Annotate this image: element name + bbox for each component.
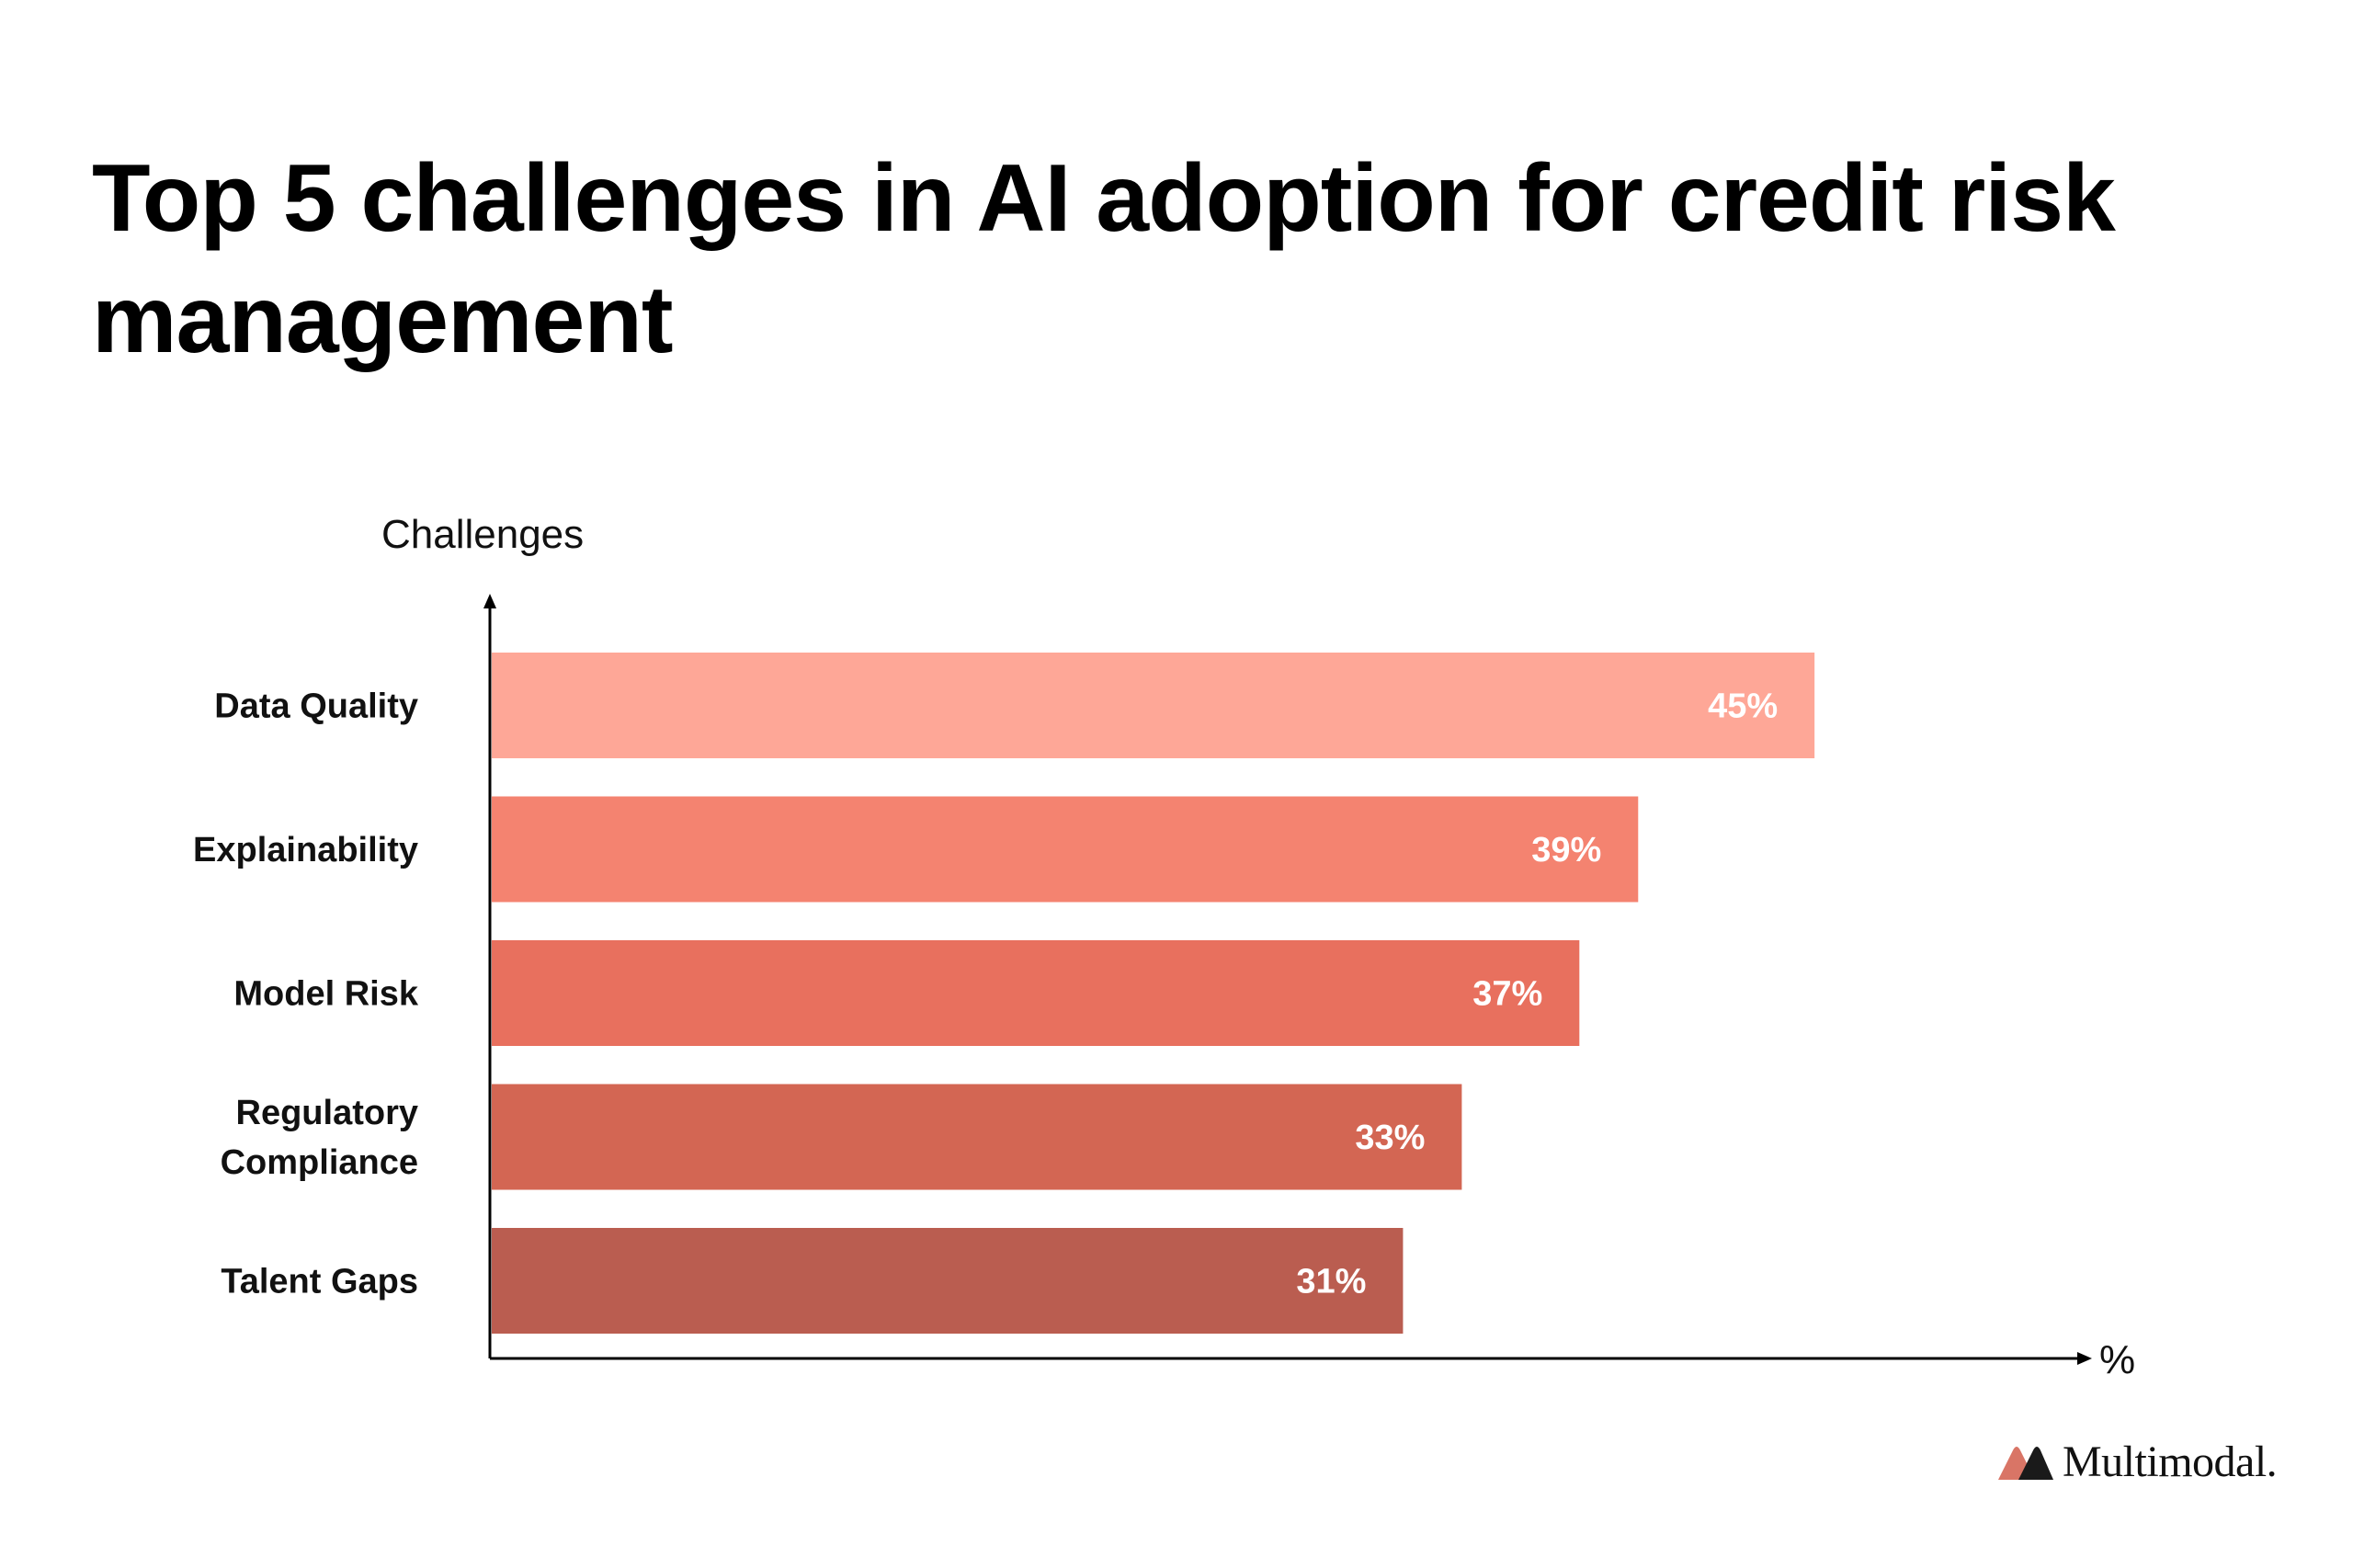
- category-label-2: Model Risk: [233, 975, 418, 1014]
- x-axis-arrow-icon: [2077, 1352, 2092, 1365]
- category-label-4: Talent Gaps: [221, 1263, 418, 1301]
- bar-1: [492, 796, 1639, 903]
- data-label-3: 33%: [1355, 1119, 1425, 1157]
- brand-name: Multimodal.: [2063, 1437, 2278, 1486]
- category-label-1: Explainability: [193, 831, 418, 869]
- y-axis-label: Challenges: [381, 512, 584, 557]
- x-axis-label: %: [2099, 1337, 2135, 1382]
- brand-logo: Multimodal.: [1996, 1436, 2278, 1487]
- bar-4: [492, 1228, 1404, 1334]
- data-label-0: 45%: [1708, 687, 1778, 726]
- multimodal-logo-icon: [1998, 1447, 2053, 1480]
- bars-group: 45% Data Quality 39% Explainability 37% Model…: [193, 653, 1815, 1334]
- bar-3: [492, 1084, 1462, 1190]
- category-label-3: Regulatory Compliance: [221, 1094, 418, 1182]
- data-label-4: 31%: [1296, 1263, 1366, 1301]
- chart-title: Top 5 challenges in AI adoption for cred…: [92, 145, 2116, 373]
- bar-0: [492, 653, 1815, 758]
- data-label-2: 37%: [1472, 975, 1542, 1014]
- y-axis-arrow-icon: [483, 594, 496, 608]
- bar-2: [492, 940, 1580, 1046]
- category-label-0: Data Quality: [214, 687, 418, 726]
- data-label-1: 39%: [1531, 831, 1601, 869]
